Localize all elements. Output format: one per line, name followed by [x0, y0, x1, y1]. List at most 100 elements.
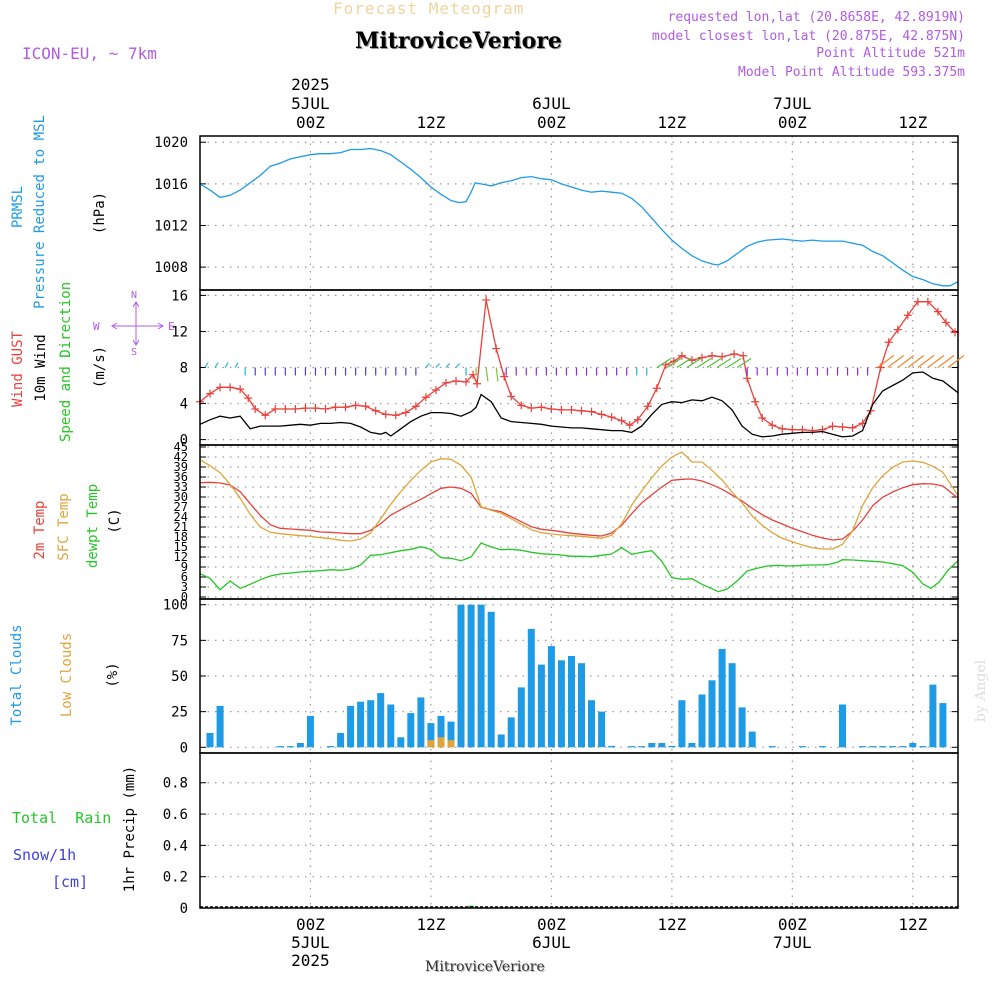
gust-point: [743, 374, 752, 383]
bar-total_clouds: [698, 694, 706, 748]
y-tick-label: 1008: [154, 260, 188, 276]
gust-point: [492, 344, 501, 353]
y-tick-label: 12: [174, 550, 188, 564]
gust-point: [462, 377, 471, 386]
gust-point: [291, 404, 300, 413]
gust-point: [884, 338, 893, 347]
bar-total_clouds: [547, 646, 555, 748]
y-tick-label: 21: [174, 520, 188, 534]
gust-point: [351, 401, 360, 410]
bar-total_clouds: [919, 746, 927, 748]
y-tick-label: 39: [174, 460, 188, 474]
top-time-label: 12Z: [898, 113, 927, 132]
y-tick-label: 45: [174, 440, 188, 454]
bar-total_clouds: [839, 704, 846, 748]
gust-point: [421, 393, 430, 402]
wind-arrow: [224, 362, 229, 368]
gust-point: [331, 403, 340, 412]
snow-label: Snow/1h: [13, 846, 77, 864]
gust-point: [473, 379, 482, 388]
y-tick-label: 12: [171, 324, 188, 340]
bottom-time-label: 2025: [291, 951, 330, 970]
gust-point: [941, 318, 950, 327]
wind-arrow: [204, 362, 209, 368]
gust-point: [597, 410, 606, 419]
bar-total_clouds: [367, 700, 375, 748]
bar-total_clouds: [598, 711, 606, 748]
gust-point: [547, 404, 556, 413]
bar-total_clouds: [327, 746, 334, 748]
bar-low_clouds: [427, 740, 435, 748]
bar-total_clouds: [457, 604, 465, 748]
wind-arrow: [234, 362, 239, 368]
closest-coords: model closest lon,lat (20.875E, 42.875N): [651, 29, 965, 44]
compass-east: E: [168, 320, 175, 333]
y-tick-label: 33: [174, 480, 188, 494]
bar-total_clouds: [337, 733, 345, 748]
y-tick-label: 15: [174, 540, 188, 554]
model-name: ICON-EU, ~ 7km: [22, 44, 157, 63]
gust-point: [818, 425, 827, 434]
bar-total_clouds: [879, 746, 887, 748]
wind-arrow: [696, 357, 712, 369]
gust-point: [244, 394, 253, 403]
wind-arrow: [887, 355, 905, 368]
bar-total_clouds: [397, 737, 405, 748]
bar-total_clouds: [798, 746, 806, 748]
gust-point: [391, 411, 400, 420]
gust-point: [431, 386, 440, 395]
gust-point: [321, 404, 330, 413]
bar-total_clouds: [668, 745, 676, 748]
wind-arrow: [726, 357, 742, 369]
bar-total_clouds: [387, 704, 395, 748]
gust-point: [587, 407, 596, 416]
bar-total_clouds: [447, 721, 455, 748]
bar-total_clouds: [718, 648, 726, 748]
bar-total_clouds: [437, 715, 445, 748]
wind-arrow: [877, 355, 895, 368]
gust-point: [361, 402, 370, 411]
y-tick-label: 4: [180, 397, 188, 413]
wind-arrow: [445, 363, 451, 368]
bar-total_clouds: [578, 663, 585, 748]
bar-low_clouds: [447, 740, 455, 748]
y-tick-label: 0.8: [163, 776, 188, 792]
y-tick-label: 0: [180, 740, 188, 756]
y-tick-label: 0: [181, 590, 188, 604]
bar-total_clouds: [608, 745, 616, 748]
bar-total_clouds: [889, 746, 897, 748]
y-tick-label: 24: [174, 510, 188, 524]
bar-total_clouds: [407, 713, 415, 748]
gust-point: [500, 372, 509, 381]
y-tick-label: 30: [174, 490, 188, 504]
bar-total_clouds: [819, 746, 826, 748]
wind-arrow: [716, 357, 732, 369]
series-line-wind: [199, 371, 959, 438]
top-time-label: 00Z: [537, 113, 566, 132]
bar-total_clouds: [728, 663, 736, 748]
bar-total_clouds: [377, 693, 385, 748]
y-tick-label: 100: [163, 598, 188, 614]
gust-point: [507, 392, 516, 401]
panel-clouds: 0 25 50 75 100: [163, 598, 959, 756]
y-tick-label: 25: [171, 705, 188, 721]
gust-point: [216, 383, 225, 392]
panel-frame: [199, 444, 959, 600]
wind-arrow: [686, 357, 702, 369]
gust-point: [411, 402, 420, 411]
bar-total_clouds: [648, 743, 656, 748]
wind-arrow: [897, 355, 915, 368]
wind-arrow: [656, 357, 672, 369]
bar-total_clouds: [568, 656, 575, 748]
y-tick-label: 18: [174, 530, 188, 544]
y-tick-label: 42: [174, 450, 188, 464]
top-time-label: 5JUL: [291, 94, 330, 113]
bar-total_clouds: [527, 628, 535, 748]
series-line-gust: [199, 299, 956, 432]
wind-arrow: [947, 355, 965, 368]
bar-total_clouds: [276, 746, 284, 748]
gust-point: [730, 349, 739, 358]
